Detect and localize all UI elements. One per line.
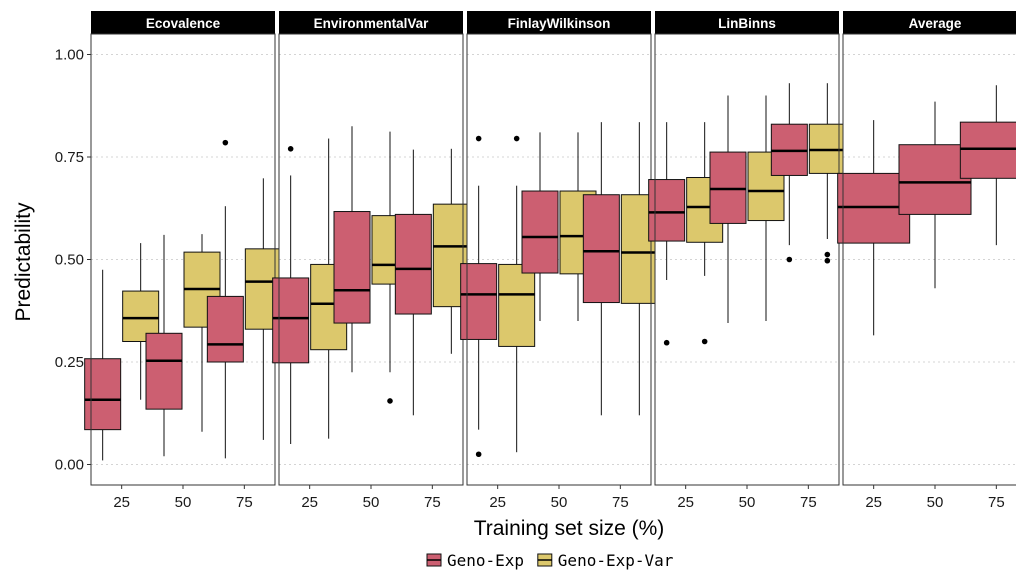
box-geno-exp-var-25 [498,135,536,453]
box-body [333,211,371,324]
box-body [498,263,536,347]
panel-strip [91,11,275,34]
box-body [394,213,432,315]
box-geno-exp-50 [709,95,747,324]
y-axis-title: Predictability [12,202,35,322]
box-body [460,263,498,340]
y-axis: 0.00 0.25 0.50 0.75 1.00 [55,47,91,474]
legend: Geno-Exp Geno-Exp-Var [426,551,674,570]
box-geno-exp-75 [770,83,808,263]
x-tick-label: 50 [363,494,380,511]
panel-border [278,33,464,486]
legend-label: Geno-Exp-Var [558,551,674,570]
panel-title: EnvironmentalVar [314,16,430,31]
x-tick-label: 25 [113,494,130,511]
facet-panel-environmentalvar: EnvironmentalVar 25 50 75 [272,11,470,511]
panel-strip [655,11,839,34]
outlier-point [824,251,831,258]
x-tick-label: 75 [236,494,253,511]
outlier-point [513,135,520,142]
panel-title: FinlayWilkinson [508,16,611,31]
x-tick-label: 25 [865,494,882,511]
box-geno-exp-50 [521,132,559,321]
box-geno-exp-50 [898,101,972,289]
legend-item-geno-exp-var: Geno-Exp-Var [537,551,674,570]
box-body [898,144,972,215]
outlier-point [475,135,482,142]
panel-strip [467,11,651,34]
x-tick-label: 25 [489,494,506,511]
box-geno-exp-75 [959,85,1016,246]
box-geno-exp-75 [394,149,432,416]
outlier-point [222,139,229,146]
x-tick-label: 75 [800,494,817,511]
box-body [648,179,686,242]
panel-title: LinBinns [718,16,776,31]
outlier-point [287,146,294,152]
y-tick-label: 1.00 [55,47,84,64]
legend-label: Geno-Exp [447,551,524,570]
box-body [272,277,310,364]
panel-border [842,33,1016,486]
y-tick-label: 0.25 [55,354,84,371]
x-tick-label: 25 [677,494,694,511]
facet-panel-ecovalence: Ecovalence 25 50 75 [84,11,282,511]
panel-strip [279,11,463,34]
x-tick-label: 75 [424,494,441,511]
x-tick-label: 50 [551,494,568,511]
box-geno-exp-50 [145,234,183,457]
box-geno-exp-75 [206,139,244,459]
y-tick-label: 0.50 [55,252,84,269]
x-tick-label: 50 [175,494,192,511]
box-geno-exp-50 [333,126,371,373]
box-body [582,194,620,304]
panel-border [466,33,652,486]
x-tick-label: 50 [927,494,944,511]
panel-title: Ecovalence [146,16,221,31]
box-body [145,332,183,410]
box-body [206,295,244,363]
facet-panel-linbinns: LinBinns 25 50 75 [648,11,846,511]
x-tick-label: 50 [739,494,756,511]
facet-panel-finlaywilkinson: FinlayWilkinson 25 50 75 [460,11,658,511]
outlier-point [786,256,793,263]
panel-strip [843,11,1016,34]
facet-panel-average: Average 25 50 75 [837,11,1016,511]
panel-border [90,33,276,486]
x-axis-title: Training set size (%) [474,517,665,540]
panel-border [654,33,840,486]
outlier-point [387,398,393,404]
legend-item-geno-exp: Geno-Exp [426,551,524,570]
outlier-point [701,338,708,345]
x-tick-label: 25 [301,494,318,511]
box-geno-exp-75 [582,122,620,416]
y-tick-label: 0.75 [55,149,84,166]
y-tick-label: 0.00 [55,457,84,474]
outlier-point [663,339,670,346]
x-tick-label: 75 [988,494,1005,511]
x-tick-label: 75 [612,494,629,511]
box-body [84,358,122,431]
box-body [959,121,1016,179]
box-body [521,190,559,274]
outlier-point [475,451,482,458]
outlier-point [824,257,831,264]
panel-title: Average [909,16,962,31]
